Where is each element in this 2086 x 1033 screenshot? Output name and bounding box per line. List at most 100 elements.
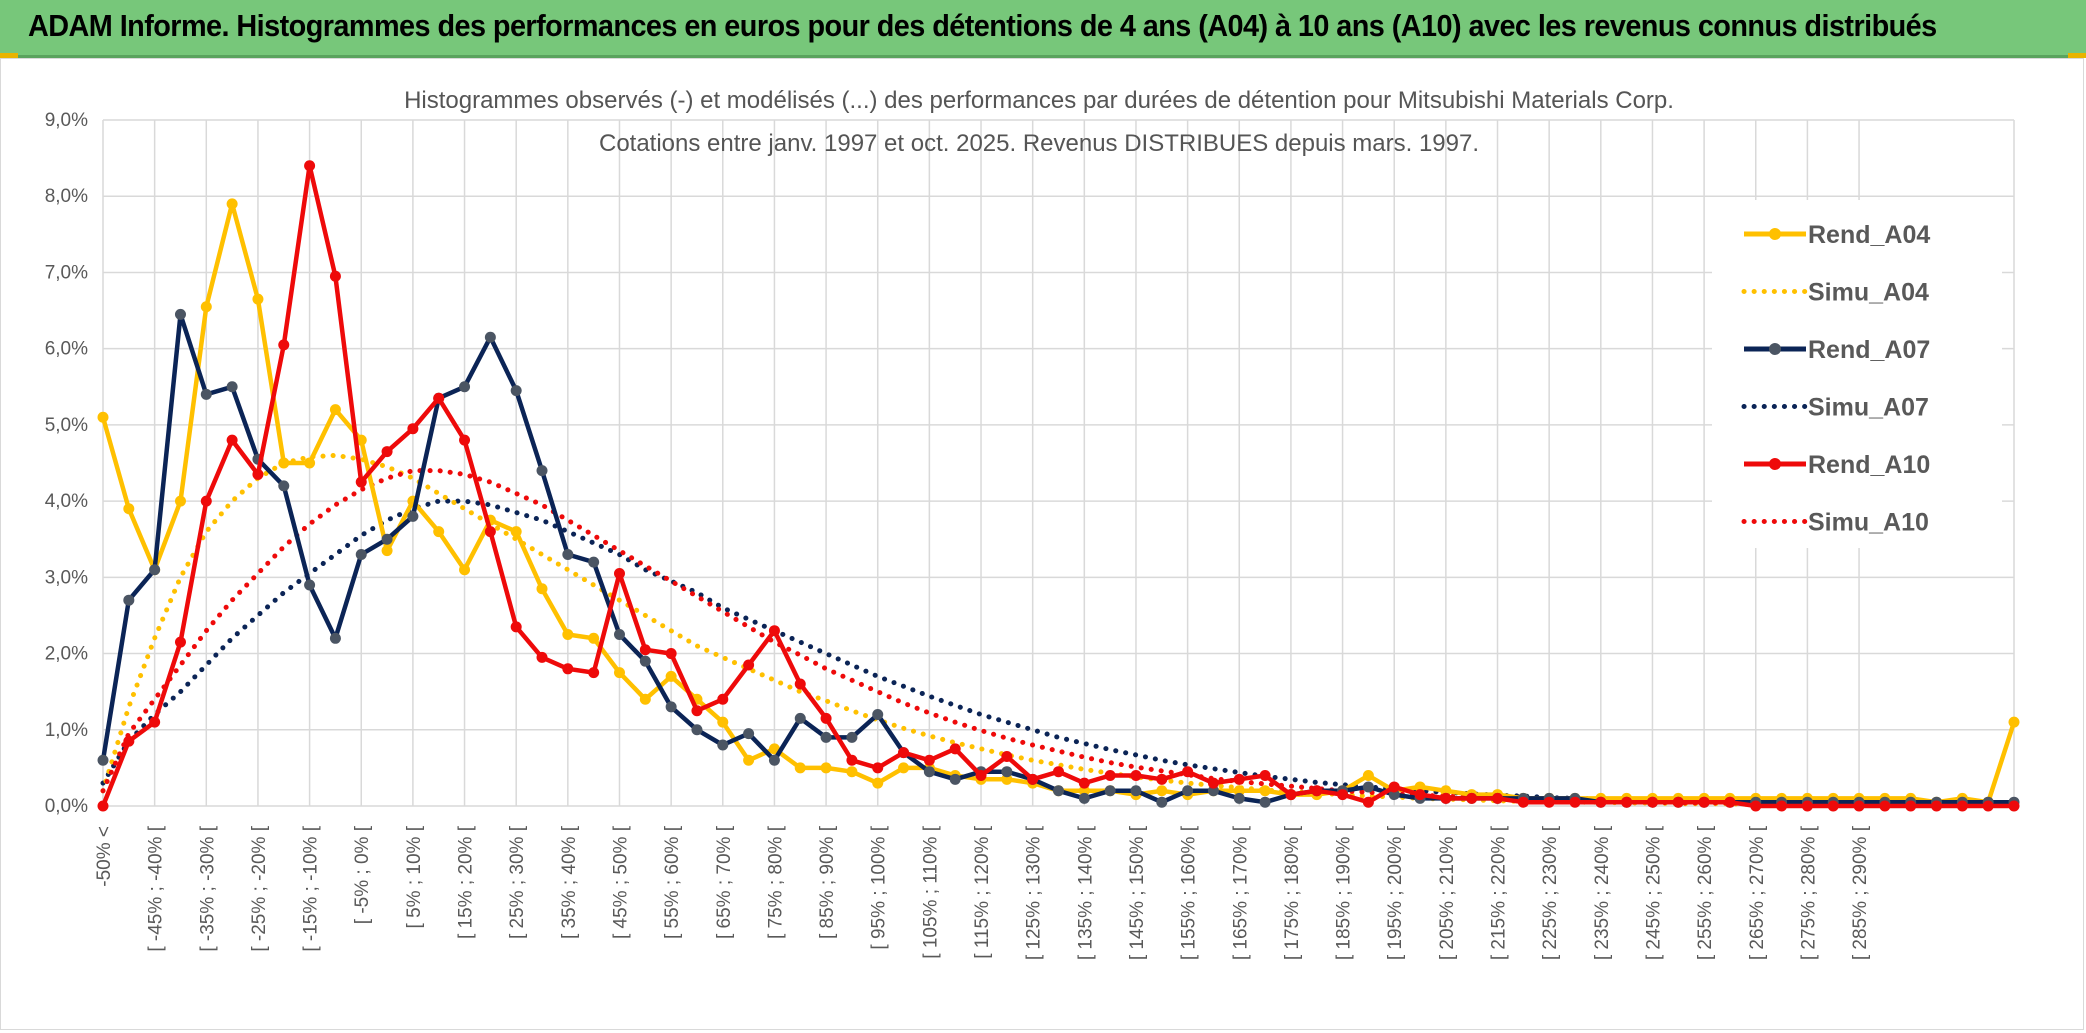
- data-point: [1259, 770, 1271, 782]
- data-point: [562, 663, 574, 675]
- data-point: [1130, 770, 1142, 782]
- series-simu-a07: [100, 498, 2017, 807]
- y-tick-label: 5,0%: [45, 415, 88, 436]
- data-point: [588, 556, 600, 568]
- x-tick-label: [ 195% ; 200% [: [1385, 825, 1406, 960]
- data-point: [794, 712, 806, 724]
- x-tick-label: [ 155% ; 160% [: [1179, 825, 1200, 960]
- data-point: [1492, 792, 1504, 804]
- data-point: [1750, 800, 1762, 812]
- x-tick-label: -50% <: [94, 826, 115, 887]
- data-point: [149, 564, 161, 576]
- x-tick-label: [ 165% ; 170% [: [1230, 825, 1251, 960]
- series-line: [100, 498, 2017, 807]
- data-point: [1130, 785, 1142, 797]
- x-tick-label: [ 145% ; 150% [: [1127, 825, 1148, 960]
- data-point: [1827, 800, 1839, 812]
- x-tick-label: [ 275% ; 280% [: [1798, 825, 1819, 960]
- x-tick-label: [ -25% ; -20% [: [249, 825, 270, 951]
- data-point: [1182, 766, 1194, 778]
- data-point: [691, 724, 703, 736]
- data-point: [200, 495, 212, 507]
- data-point: [1156, 796, 1168, 808]
- data-point: [949, 773, 961, 785]
- data-point: [613, 629, 625, 640]
- data-point: [1595, 796, 1607, 808]
- data-point: [123, 735, 135, 747]
- data-point: [226, 434, 238, 446]
- data-point: [252, 293, 264, 305]
- data-point: [1001, 773, 1013, 785]
- data-point: [484, 526, 496, 538]
- data-point: [1311, 785, 1323, 797]
- banner-corner-left: [0, 53, 18, 58]
- data-point: [1931, 800, 1943, 812]
- y-tick-label: 0,0%: [45, 796, 88, 817]
- data-point: [459, 381, 471, 393]
- x-tick-label: [ 215% ; 220% [: [1489, 825, 1510, 960]
- data-point: [923, 754, 935, 766]
- x-tick-label: [ 225% ; 230% [: [1540, 825, 1561, 960]
- legend-item-rend-a10: Rend_A10: [1744, 451, 1930, 479]
- banner-corner-right: [2068, 53, 2086, 58]
- data-point: [898, 762, 910, 774]
- data-point: [588, 632, 600, 644]
- data-point: [639, 693, 651, 705]
- data-point: [510, 621, 522, 633]
- x-tick-label: [ -45% ; -40% [: [146, 825, 167, 951]
- data-point: [923, 766, 935, 778]
- data-point: [252, 468, 264, 480]
- data-point: [588, 667, 600, 679]
- x-tick-label: [ 235% ; 240% [: [1592, 825, 1613, 960]
- y-tick-label: 2,0%: [45, 644, 88, 665]
- x-tick-label: [ -35% ; -30% [: [197, 825, 218, 951]
- data-point: [123, 503, 135, 515]
- data-point: [459, 434, 471, 446]
- x-tick-label: [ 205% ; 210% [: [1437, 825, 1458, 960]
- y-tick-label: 6,0%: [45, 339, 88, 360]
- data-point: [174, 495, 186, 507]
- x-tick-label: [ 105% ; 110% [: [920, 825, 941, 958]
- x-tick-label: [ 175% ; 180% [: [1282, 825, 1303, 960]
- data-point: [794, 678, 806, 690]
- data-point: [200, 388, 212, 400]
- chart-frame: [0, 58, 2084, 1030]
- data-point: [1905, 800, 1917, 812]
- y-tick-label: 3,0%: [45, 567, 88, 588]
- data-point: [1259, 785, 1271, 797]
- y-tick-label: 1,0%: [45, 720, 88, 741]
- data-point: [1078, 785, 1090, 797]
- legend-marker: [1769, 458, 1781, 470]
- data-point: [1466, 792, 1478, 804]
- x-tick-label: [ 255% ; 260% [: [1695, 825, 1716, 960]
- data-point: [1414, 789, 1426, 801]
- data-point: [665, 701, 677, 713]
- legend-item-rend-a07: Rend_A07: [1744, 336, 1930, 364]
- data-point: [613, 568, 625, 580]
- data-point: [1182, 785, 1194, 797]
- x-tick-label: [ -5% ; 0% [: [352, 825, 373, 924]
- data-point: [872, 709, 884, 721]
- data-point: [872, 762, 884, 774]
- data-point: [665, 648, 677, 660]
- data-point: [1207, 785, 1219, 797]
- page-title: ADAM Informe. Histogrammes des performan…: [28, 8, 1937, 43]
- data-point: [1982, 800, 1994, 812]
- y-tick-label: 8,0%: [45, 186, 88, 207]
- data-point: [1388, 781, 1400, 793]
- data-point: [1517, 796, 1529, 808]
- data-point: [1285, 789, 1297, 801]
- data-point: [820, 712, 832, 724]
- data-point: [1207, 777, 1219, 789]
- legend-label: Rend_A07: [1808, 336, 1930, 364]
- data-point: [665, 670, 677, 682]
- data-point: [820, 731, 832, 743]
- data-point: [846, 754, 858, 766]
- chart-title: Histogrammes observés (-) et modélisés (…: [404, 87, 1674, 157]
- x-tick-label: [ 35% ; 40% [: [559, 825, 580, 939]
- data-point: [1053, 766, 1064, 778]
- x-tick-label: [ 285% ; 290% [: [1850, 825, 1871, 960]
- data-point: [510, 526, 522, 538]
- data-point: [639, 644, 651, 656]
